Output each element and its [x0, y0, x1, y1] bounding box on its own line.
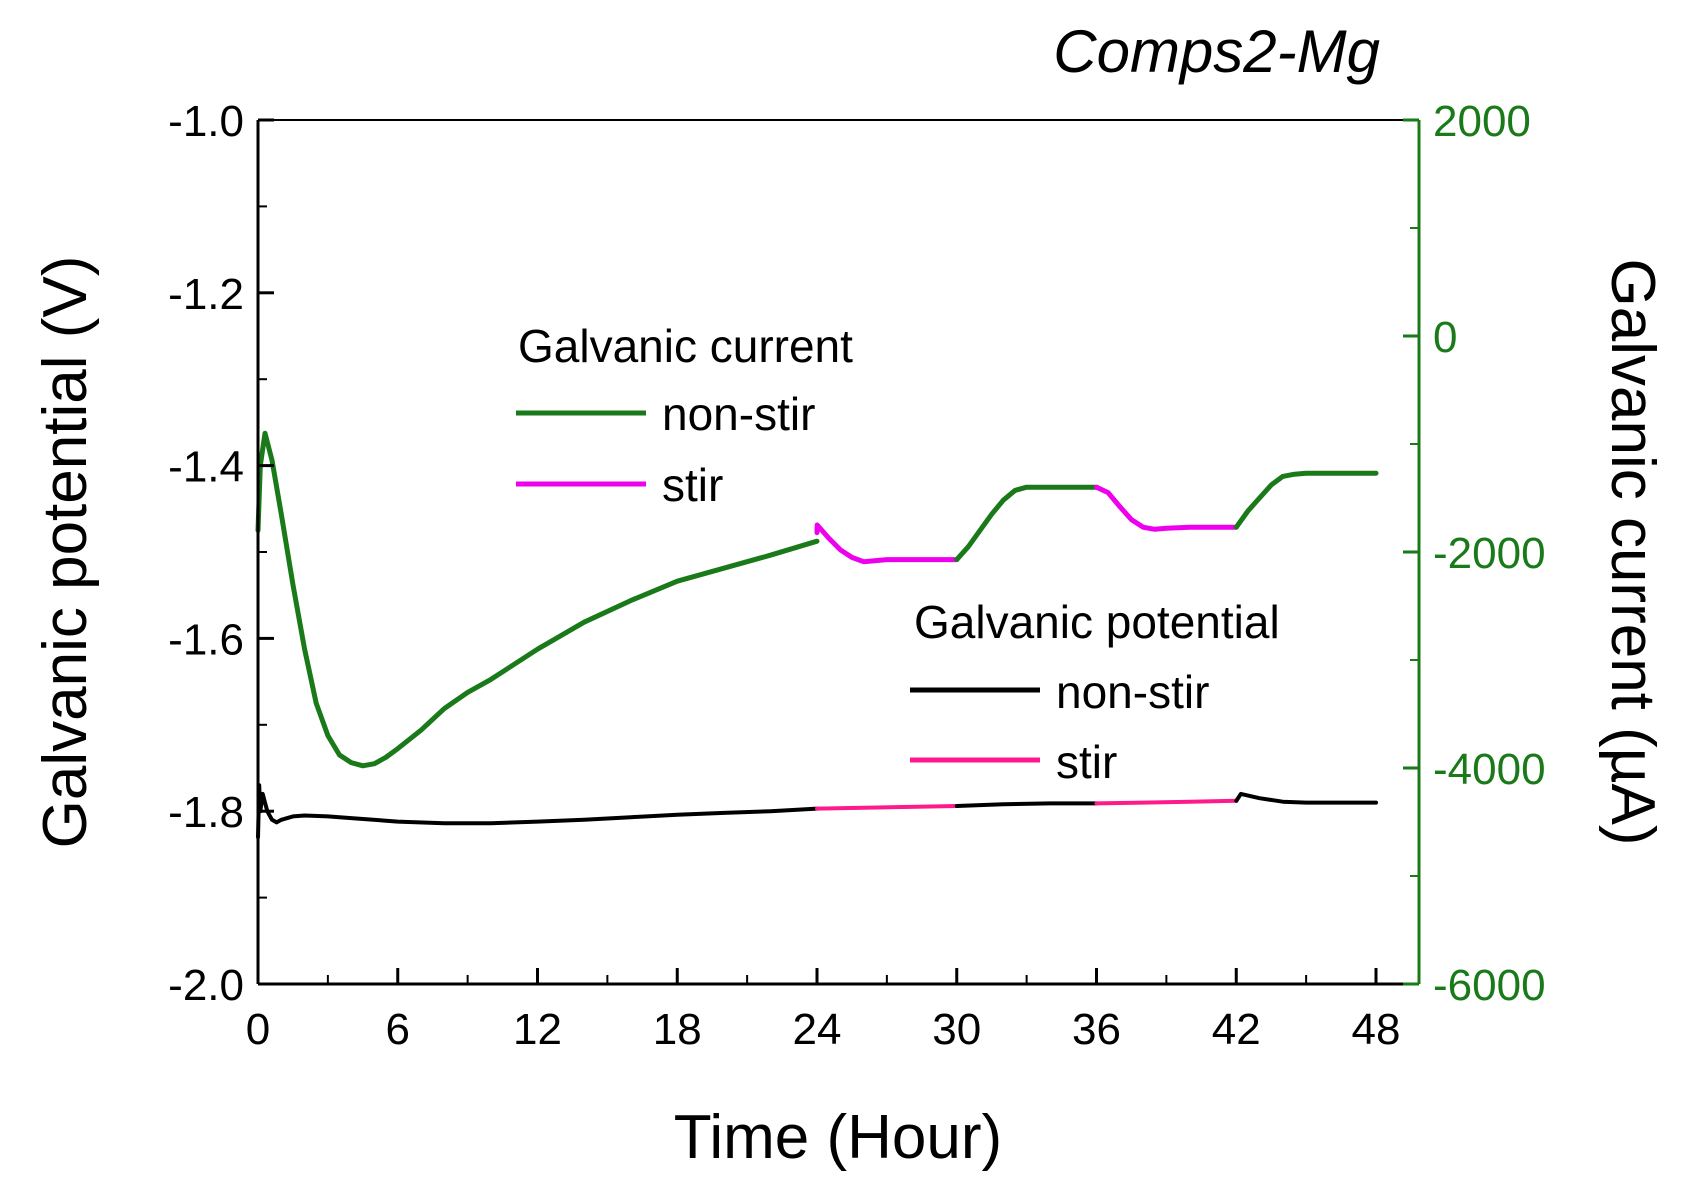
series-line-3 [1094, 484, 1239, 532]
legend-potential-heading: Galvanic potential [914, 596, 1280, 648]
legend-galvanic-potential: Galvanic potential non-stir stir [910, 596, 1280, 788]
x-tick-label: 12 [513, 1005, 562, 1054]
left-tick-label: -1.4 [168, 443, 244, 492]
x-tick-label: 6 [386, 1005, 410, 1054]
series-line-1 [814, 522, 960, 565]
right-tick-label: 2000 [1433, 97, 1531, 146]
series-line-2 [954, 484, 1099, 563]
series-line-0 [255, 430, 820, 769]
x-tick-label: 18 [653, 1005, 702, 1054]
left-y-axis-label: Galvanic potential (V) [31, 256, 100, 849]
left-tick-label: -2.0 [168, 961, 244, 1010]
series-line-4 [1233, 470, 1379, 530]
series-line-7 [954, 801, 1099, 808]
left-tick-label: -1.2 [168, 270, 244, 319]
right-axis-ticks: 2000 0 -2000 -4000 -6000 [1403, 97, 1546, 1010]
legend-potential-stir-label: stir [1056, 736, 1117, 788]
legend-current-non-stir-label: non-stir [662, 388, 815, 440]
right-tick-label: -2000 [1433, 529, 1546, 578]
legend-current-stir-label: stir [662, 459, 723, 511]
x-tick-label: 24 [793, 1005, 842, 1054]
series-line-8 [1094, 798, 1239, 806]
x-tick-label: 42 [1212, 1005, 1261, 1054]
x-axis-ticks: 0 6 12 18 24 30 36 42 48 [246, 968, 1401, 1054]
x-axis-label: Time (Hour) [674, 1103, 1002, 1172]
left-tick-label: -1.0 [168, 97, 244, 146]
x-tick-label: 48 [1352, 1005, 1401, 1054]
legend-current-heading: Galvanic current [518, 320, 853, 372]
series-line-9 [1234, 791, 1378, 805]
x-tick-label: 36 [1072, 1005, 1121, 1054]
x-tick-label: 0 [246, 1005, 270, 1054]
legend-potential-non-stir-label: non-stir [1056, 666, 1209, 718]
series-layer [255, 430, 1379, 840]
series-line-5 [256, 783, 819, 840]
x-tick-label: 30 [932, 1005, 981, 1054]
right-y-axis-label: Galvanic current (µA) [1598, 258, 1667, 845]
right-tick-label: -6000 [1433, 961, 1546, 1010]
chart-title: Comps2-Mg [1053, 18, 1380, 85]
left-tick-label: -1.6 [168, 615, 244, 664]
right-tick-label: 0 [1433, 313, 1457, 362]
series-line-6 [815, 804, 959, 811]
right-tick-label: -4000 [1433, 745, 1546, 794]
left-tick-label: -1.8 [168, 788, 244, 837]
left-axis-ticks: -1.0 -1.2 -1.4 -1.6 -1.8 -2.0 [168, 97, 274, 1010]
legend-galvanic-current: Galvanic current non-stir stir [516, 320, 853, 511]
